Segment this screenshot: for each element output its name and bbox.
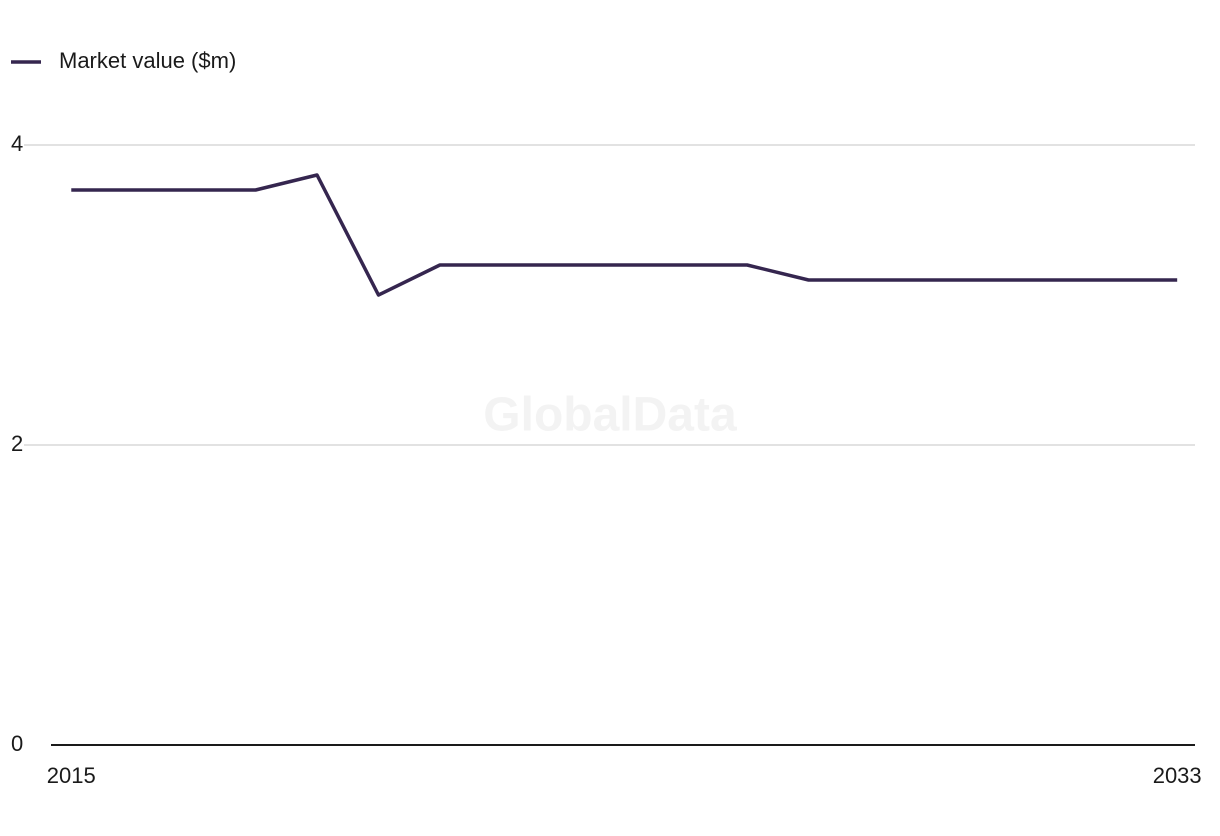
- y-tick-label: 2: [11, 431, 23, 456]
- y-tick-label: 0: [11, 731, 23, 756]
- watermark: GlobalData: [483, 389, 737, 442]
- x-tick-label: 2015: [47, 763, 96, 788]
- y-tick-label: 4: [11, 131, 23, 156]
- data-line: [71, 173, 1178, 297]
- legend-label: Market value ($m): [59, 48, 236, 73]
- x-tick-label: 2033: [1153, 763, 1202, 788]
